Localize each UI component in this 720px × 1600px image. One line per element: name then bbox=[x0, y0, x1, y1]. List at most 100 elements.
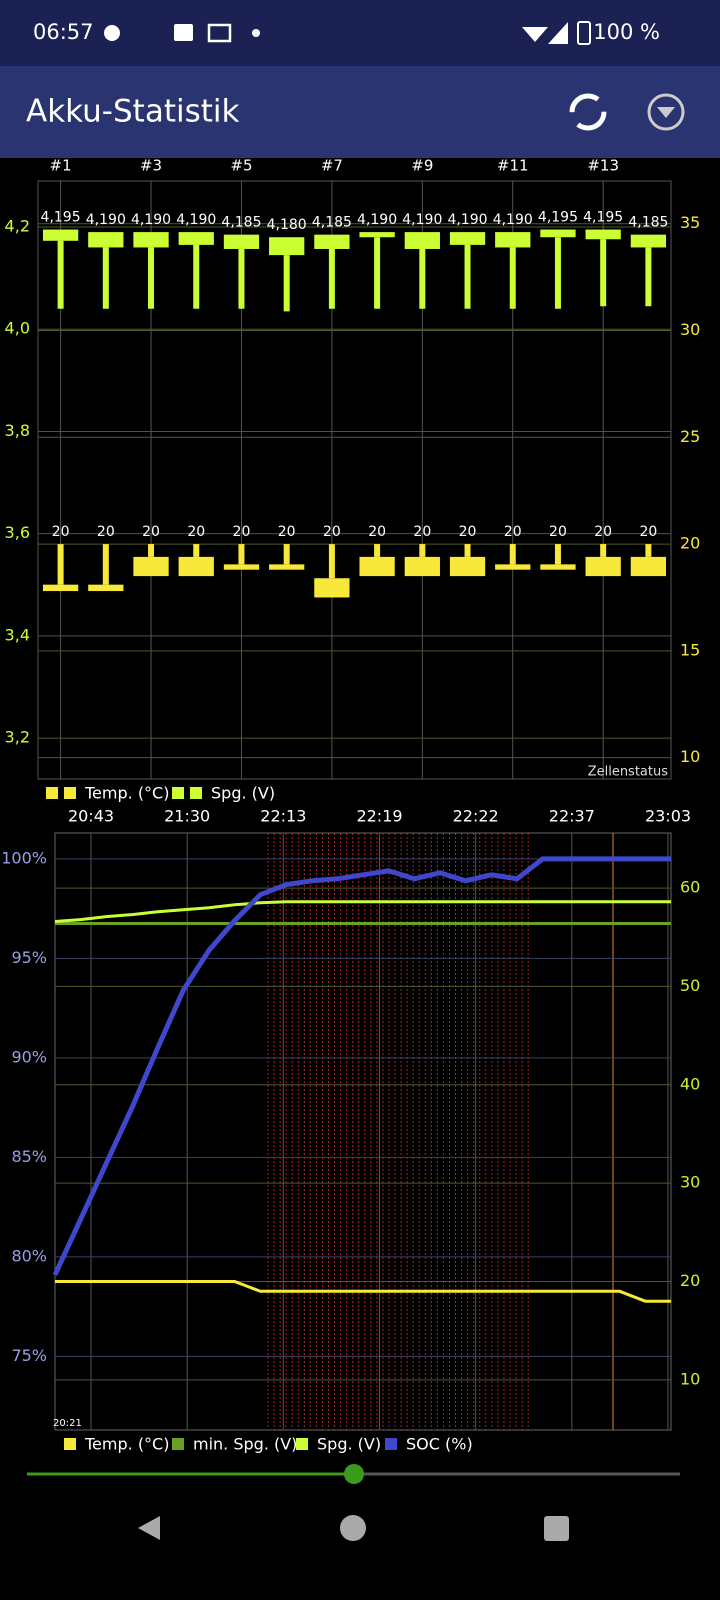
y2-tick-label: 30 bbox=[680, 320, 700, 339]
series-line bbox=[55, 1280, 671, 1303]
box bbox=[359, 232, 395, 238]
y-tick-label: 90% bbox=[11, 1047, 47, 1066]
y2-tick-label: 10 bbox=[680, 1369, 700, 1388]
value-label: 20 bbox=[323, 524, 341, 540]
status-battery: 100 % bbox=[593, 20, 660, 44]
legend-swatch bbox=[46, 787, 58, 799]
x-tick-label: #3 bbox=[140, 157, 162, 175]
y-tick-label: 3,6 bbox=[5, 523, 30, 542]
box bbox=[314, 578, 350, 598]
value-label: 4,190 bbox=[357, 212, 397, 228]
value-label: 20 bbox=[504, 524, 522, 540]
refresh-button[interactable] bbox=[569, 93, 607, 131]
x-tick-label: 20:43 bbox=[68, 807, 114, 826]
icon bbox=[548, 22, 568, 44]
value-label: 4,185 bbox=[221, 215, 261, 231]
y-tick-label: 3,4 bbox=[5, 625, 30, 644]
value-label: 4,195 bbox=[538, 210, 578, 226]
legend-swatch bbox=[64, 787, 76, 799]
icon bbox=[104, 25, 120, 41]
legend-swatch bbox=[190, 787, 202, 799]
box bbox=[223, 234, 260, 249]
box bbox=[269, 564, 305, 570]
x-tick-label: 22:37 bbox=[549, 807, 595, 826]
plot-frame bbox=[37, 180, 672, 780]
legend-swatch bbox=[296, 1438, 308, 1450]
value-label: 20 bbox=[549, 524, 567, 540]
box bbox=[178, 232, 214, 245]
box bbox=[404, 232, 440, 249]
y2-tick-label: 60 bbox=[680, 878, 700, 897]
value-label: 20 bbox=[594, 524, 612, 540]
y2-tick-label: 50 bbox=[680, 976, 700, 995]
box bbox=[269, 237, 305, 256]
value-label: 20 bbox=[639, 524, 657, 540]
box bbox=[178, 556, 214, 577]
y2-tick-label: 20 bbox=[680, 1271, 700, 1290]
box bbox=[42, 229, 79, 241]
nav-recents[interactable] bbox=[544, 1516, 569, 1541]
box bbox=[449, 232, 486, 245]
series-line bbox=[52, 856, 671, 1276]
x-tick-label: 23:03 bbox=[645, 807, 691, 826]
legend-swatch bbox=[64, 1438, 76, 1450]
box bbox=[585, 556, 621, 577]
box bbox=[359, 556, 395, 577]
y2-tick-label: 30 bbox=[680, 1173, 700, 1192]
box bbox=[223, 564, 260, 570]
box bbox=[540, 229, 576, 238]
y-tick-label: 3,8 bbox=[5, 421, 30, 440]
value-label: 20 bbox=[278, 524, 296, 540]
x-tick-label: #9 bbox=[411, 157, 433, 175]
value-label: 20 bbox=[97, 524, 115, 540]
x-tick-label: #1 bbox=[50, 157, 72, 175]
x-tick-label: 22:22 bbox=[453, 807, 499, 826]
nav-back[interactable] bbox=[138, 1516, 160, 1540]
app-bar bbox=[0, 66, 720, 158]
value-label: 20 bbox=[459, 524, 477, 540]
value-label: 4,195 bbox=[583, 210, 623, 226]
icon bbox=[252, 29, 260, 37]
x-tick-label: 22:13 bbox=[260, 807, 306, 826]
annotation: Zellenstatus bbox=[588, 765, 669, 780]
y2-tick-label: 35 bbox=[680, 213, 700, 232]
app-title: Akku-Statistik bbox=[26, 94, 240, 130]
value-label: 4,180 bbox=[267, 217, 307, 233]
x-tick-label: #13 bbox=[587, 157, 619, 175]
value-label: 4,190 bbox=[447, 212, 487, 228]
icon bbox=[522, 27, 548, 42]
value-label: 4,190 bbox=[493, 212, 533, 228]
slider-thumb[interactable] bbox=[344, 1464, 364, 1484]
legend-label: SOC (%) bbox=[406, 1435, 473, 1454]
box bbox=[42, 584, 79, 592]
menu-arrow bbox=[657, 107, 675, 118]
value-label: 20 bbox=[368, 524, 386, 540]
box bbox=[314, 234, 350, 249]
x-tick-label: 22:19 bbox=[356, 807, 402, 826]
value-label: 4,190 bbox=[176, 212, 216, 228]
menu-button[interactable] bbox=[647, 93, 685, 131]
y2-tick-label: 25 bbox=[680, 427, 700, 446]
legend-label: Spg. (V) bbox=[211, 784, 275, 803]
value-label: 20 bbox=[52, 524, 70, 540]
box bbox=[630, 234, 667, 248]
y2-tick-label: 40 bbox=[680, 1074, 700, 1093]
box bbox=[495, 564, 531, 570]
icon bbox=[207, 23, 232, 43]
value-label: 4,190 bbox=[86, 212, 126, 228]
legend-label: Temp. (°C) bbox=[84, 1435, 169, 1454]
box bbox=[585, 229, 621, 240]
corner-label: 20:21 bbox=[53, 1418, 82, 1429]
y-tick-label: 100% bbox=[1, 848, 47, 867]
y-tick-label: 75% bbox=[11, 1346, 47, 1365]
nav-home[interactable] bbox=[340, 1515, 366, 1541]
box bbox=[133, 556, 169, 577]
value-label: 20 bbox=[187, 524, 205, 540]
icon bbox=[174, 24, 193, 41]
box bbox=[404, 556, 440, 577]
y-tick-label: 4,2 bbox=[5, 217, 30, 236]
plot-frame bbox=[54, 832, 672, 1431]
value-label: 4,195 bbox=[41, 210, 81, 226]
value-label: 4,185 bbox=[312, 215, 352, 231]
